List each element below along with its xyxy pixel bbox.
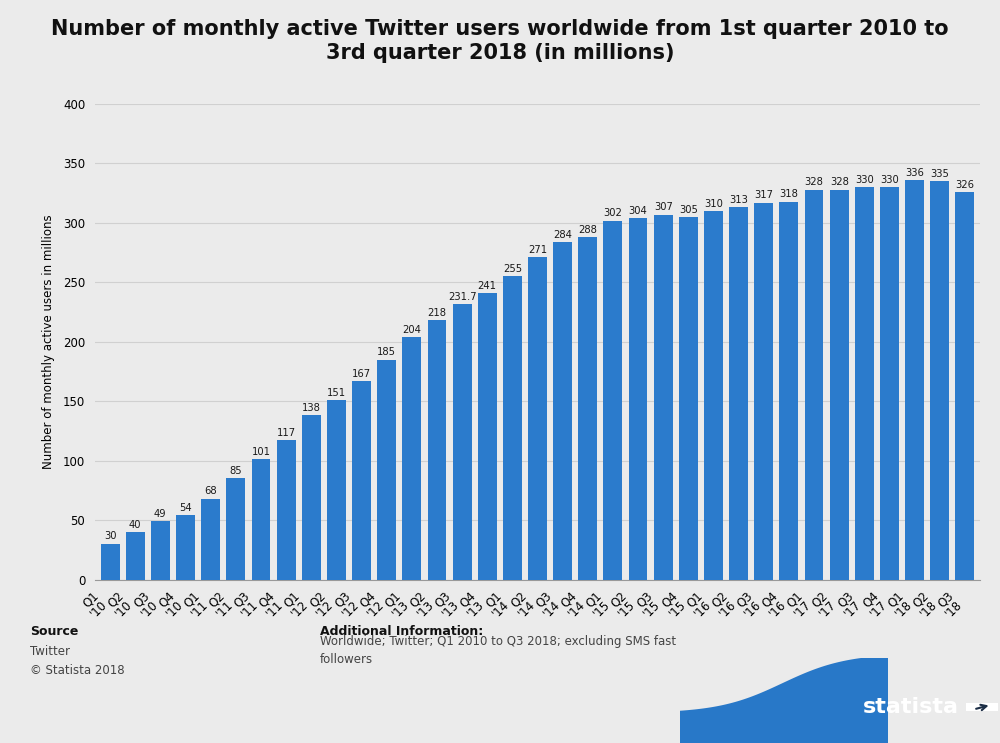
Text: statista: statista bbox=[862, 697, 958, 717]
Text: Number of monthly active Twitter users worldwide from 1st quarter 2010 to: Number of monthly active Twitter users w… bbox=[51, 19, 949, 39]
Bar bbox=[704, 211, 723, 580]
Bar bbox=[930, 181, 949, 580]
Text: 326: 326 bbox=[955, 180, 974, 189]
Bar bbox=[830, 189, 849, 580]
Text: 310: 310 bbox=[704, 198, 723, 209]
Bar bbox=[201, 499, 220, 580]
Text: 313: 313 bbox=[729, 195, 748, 205]
Bar bbox=[855, 187, 874, 580]
Text: 85: 85 bbox=[229, 466, 242, 476]
Bar bbox=[302, 415, 321, 580]
Text: 185: 185 bbox=[377, 347, 396, 357]
Text: 117: 117 bbox=[277, 428, 296, 438]
Text: 328: 328 bbox=[830, 178, 849, 187]
Text: 330: 330 bbox=[880, 175, 899, 185]
Text: 167: 167 bbox=[352, 369, 371, 379]
Text: 151: 151 bbox=[327, 388, 346, 398]
Bar bbox=[905, 180, 924, 580]
Text: 335: 335 bbox=[930, 169, 949, 179]
Bar bbox=[428, 320, 446, 580]
Bar bbox=[101, 544, 120, 580]
Bar bbox=[880, 187, 899, 580]
Text: 336: 336 bbox=[905, 168, 924, 178]
Text: 284: 284 bbox=[553, 230, 572, 239]
Bar bbox=[226, 478, 245, 580]
Text: 3rd quarter 2018 (in millions): 3rd quarter 2018 (in millions) bbox=[326, 43, 674, 63]
Text: 302: 302 bbox=[603, 208, 622, 218]
Y-axis label: Number of monthly active users in millions: Number of monthly active users in millio… bbox=[42, 215, 55, 469]
Text: 204: 204 bbox=[402, 325, 421, 334]
Text: 40: 40 bbox=[129, 519, 141, 530]
Text: 49: 49 bbox=[154, 509, 167, 519]
Text: 255: 255 bbox=[503, 264, 522, 274]
Bar bbox=[729, 207, 748, 580]
Bar bbox=[603, 221, 622, 580]
Bar bbox=[151, 522, 170, 580]
Bar bbox=[327, 400, 346, 580]
Bar bbox=[377, 360, 396, 580]
Text: 138: 138 bbox=[302, 403, 321, 413]
Bar bbox=[277, 441, 296, 580]
Bar bbox=[754, 203, 773, 580]
Bar bbox=[805, 189, 823, 580]
Bar bbox=[679, 217, 698, 580]
Bar bbox=[176, 516, 195, 580]
Text: 304: 304 bbox=[629, 206, 647, 215]
Bar bbox=[578, 237, 597, 580]
Bar bbox=[503, 276, 522, 580]
Bar bbox=[779, 201, 798, 580]
Text: 30: 30 bbox=[104, 531, 116, 542]
Text: 318: 318 bbox=[779, 189, 798, 199]
Polygon shape bbox=[680, 655, 888, 743]
Bar bbox=[966, 703, 998, 711]
Bar bbox=[478, 293, 497, 580]
Bar bbox=[402, 337, 421, 580]
Bar bbox=[453, 304, 472, 580]
Bar bbox=[352, 381, 371, 580]
Bar bbox=[654, 215, 673, 580]
Bar bbox=[528, 257, 547, 580]
Bar bbox=[553, 242, 572, 580]
Text: 231.7: 231.7 bbox=[448, 292, 476, 302]
Text: 305: 305 bbox=[679, 204, 698, 215]
Text: 271: 271 bbox=[528, 245, 547, 255]
Text: Additional Information:: Additional Information: bbox=[320, 626, 483, 638]
Bar bbox=[252, 459, 270, 580]
Bar bbox=[955, 192, 974, 580]
Text: 328: 328 bbox=[805, 178, 824, 187]
Bar bbox=[629, 218, 647, 580]
Text: 54: 54 bbox=[179, 503, 192, 513]
Text: 68: 68 bbox=[204, 487, 217, 496]
Text: 218: 218 bbox=[427, 308, 446, 318]
Text: 307: 307 bbox=[654, 202, 673, 212]
Text: Worldwide; Twitter; Q1 2010 to Q3 2018; excluding SMS fast
followers: Worldwide; Twitter; Q1 2010 to Q3 2018; … bbox=[320, 635, 676, 666]
Text: © Statista 2018: © Statista 2018 bbox=[30, 664, 125, 677]
Text: Twitter: Twitter bbox=[30, 646, 70, 658]
Text: 330: 330 bbox=[855, 175, 874, 185]
Text: Source: Source bbox=[30, 626, 78, 638]
Text: 101: 101 bbox=[251, 447, 270, 457]
Text: 317: 317 bbox=[754, 190, 773, 201]
Text: 241: 241 bbox=[478, 281, 497, 291]
Text: 288: 288 bbox=[578, 225, 597, 235]
Bar bbox=[126, 532, 145, 580]
